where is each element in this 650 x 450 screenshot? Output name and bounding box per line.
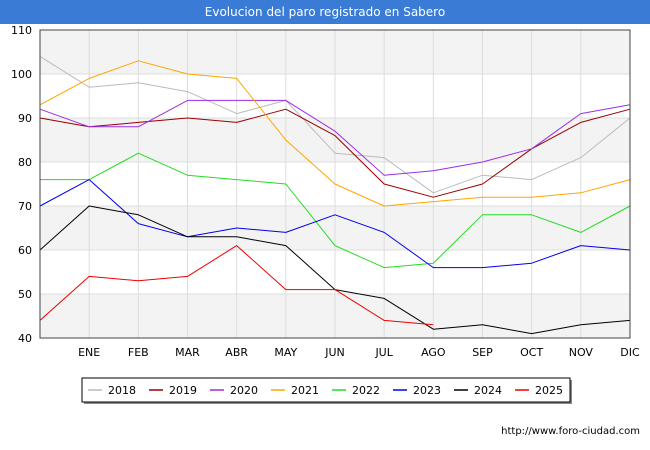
x-tick-label: MAR <box>175 346 200 359</box>
legend-label-2021: 2021 <box>291 384 319 397</box>
x-tick-label: JUN <box>324 346 345 359</box>
legend-label-2022: 2022 <box>352 384 380 397</box>
series-line-2022 <box>40 152 631 269</box>
source-credit: http://www.foro-ciudad.com <box>501 426 640 437</box>
legend: 2018 2019 2020 2021 2022 2023 2024 2025 <box>81 377 572 404</box>
x-tick-label: SEP <box>472 346 493 359</box>
y-axis: 40 50 60 70 80 90 100 110 <box>11 24 32 345</box>
y-tick-label: 40 <box>18 332 32 345</box>
y-tick-label: 50 <box>18 288 32 301</box>
series-line-2025 <box>39 245 434 326</box>
series-line-2023 <box>39 179 631 269</box>
legend-label-2020: 2020 <box>230 384 258 397</box>
x-tick-label: AGO <box>421 346 446 359</box>
series-line-2021 <box>39 60 631 207</box>
chart-title: Evolucion del paro registrado en Sabero <box>0 0 650 24</box>
series-line-2020 <box>39 99 631 176</box>
legend-label-2024: 2024 <box>474 384 502 397</box>
x-tick-label: OCT <box>520 346 543 359</box>
x-tick-label: FEB <box>128 346 149 359</box>
x-tick-label: DIC <box>620 346 640 359</box>
x-tick-label: NOV <box>569 346 594 359</box>
x-tick-label: JUL <box>374 346 393 359</box>
y-tick-label: 100 <box>11 68 32 81</box>
legend-label-2023: 2023 <box>413 384 441 397</box>
legend-label-2025: 2025 <box>535 384 563 397</box>
series-line-2018 <box>39 55 631 194</box>
plot-border <box>39 29 631 339</box>
x-tick-label: MAY <box>274 346 297 359</box>
y-tick-label: 60 <box>18 244 32 257</box>
legend-label-2018: 2018 <box>108 384 136 397</box>
legend-box <box>81 377 571 403</box>
y-tick-label: 80 <box>18 156 32 169</box>
y-tick-label: 110 <box>11 24 32 37</box>
x-axis: ENE FEB MAR ABR MAY JUN JUL AGO SEP OCT NOV DIC <box>78 346 640 359</box>
y-tick-label: 70 <box>18 200 32 213</box>
x-tick-label: ABR <box>225 346 248 359</box>
legend-label-2019: 2019 <box>169 384 197 397</box>
series-lines <box>39 55 631 335</box>
y-tick-label: 90 <box>18 112 32 125</box>
x-tick-label: ENE <box>78 346 100 359</box>
